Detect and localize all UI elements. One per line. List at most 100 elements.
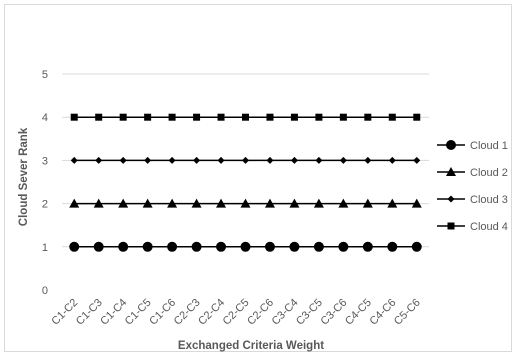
data-point (411, 241, 422, 252)
data-point (69, 241, 80, 252)
data-point (119, 113, 127, 121)
data-point (362, 198, 373, 208)
data-point (387, 198, 398, 208)
data-point (142, 241, 153, 252)
legend-item: Cloud 3 (437, 194, 508, 206)
x-tick-label: C4-C5 (343, 297, 374, 328)
legend-label: Cloud 3 (470, 194, 508, 206)
legend-item: Cloud 2 (437, 167, 508, 179)
data-point (242, 113, 249, 121)
data-point (387, 241, 398, 252)
x-tick-label: C1-C4 (98, 297, 129, 328)
data-point (191, 198, 202, 208)
data-point (388, 113, 396, 121)
data-point (119, 156, 127, 164)
data-point (339, 113, 347, 121)
legend: Cloud 1 Cloud 2 Cloud 3 Cloud 4 (437, 140, 508, 233)
x-axis-title: Exchanged Criteria Weight (178, 340, 324, 352)
data-point (69, 198, 80, 208)
data-point (339, 156, 347, 164)
legend-label: Cloud 2 (470, 167, 508, 179)
y-tick-label: 5 (42, 69, 48, 81)
data-point (144, 156, 152, 164)
data-point (217, 156, 225, 164)
x-tick-label: C3-C5 (294, 297, 325, 328)
data-point (144, 113, 152, 121)
x-tick-label: C2-C4 (196, 297, 227, 328)
data-point (167, 241, 178, 252)
data-point (168, 113, 176, 121)
data-point (313, 241, 324, 252)
series-cloud-2 (69, 198, 422, 208)
data-point (93, 241, 104, 252)
data-point (289, 241, 300, 252)
legend-item: Cloud 4 (437, 221, 508, 233)
x-tick-labels: C1-C2C1-C3C1-C4C1-C5C1-C6C2-C3C2-C4C2-C5… (49, 297, 423, 328)
data-point (216, 241, 227, 252)
data-point (413, 113, 421, 121)
y-tick-label: 4 (42, 112, 48, 124)
data-point (266, 156, 274, 164)
data-point (413, 156, 421, 164)
data-point (142, 198, 153, 208)
legend-marker (446, 140, 456, 150)
x-tick-label: C1-C6 (147, 297, 178, 328)
x-tick-label: C2-C6 (245, 297, 276, 328)
series-cloud-3 (70, 156, 421, 164)
x-tick-label: C4-C6 (367, 297, 398, 328)
data-point (216, 198, 227, 208)
series-group (69, 113, 422, 252)
data-point (266, 113, 274, 121)
data-point (217, 113, 225, 121)
y-tick-label: 2 (42, 199, 48, 211)
data-point (93, 198, 104, 208)
data-point (193, 156, 201, 164)
data-point (362, 241, 373, 252)
data-point (264, 241, 275, 252)
x-tick-label: C2-C5 (221, 297, 252, 328)
data-point (315, 113, 323, 121)
data-point (290, 156, 298, 164)
x-tick-label: C3-C4 (270, 297, 301, 328)
data-point (70, 156, 78, 164)
y-tick-labels: 0 1 2 3 4 5 (42, 69, 48, 297)
data-point (242, 156, 249, 164)
y-tick-label: 0 (42, 285, 48, 297)
data-point (290, 113, 298, 121)
x-tick-label: C1-C3 (74, 297, 105, 328)
x-tick-label: C1-C2 (49, 297, 80, 328)
data-point (191, 241, 202, 252)
data-point (240, 198, 251, 208)
data-point (240, 241, 251, 252)
series-cloud-4 (70, 113, 421, 121)
legend-label: Cloud 4 (470, 221, 508, 233)
data-point (289, 198, 300, 208)
data-point (168, 156, 176, 164)
y-tick-label: 1 (42, 242, 48, 254)
data-point (364, 156, 372, 164)
y-axis-title: Cloud Sever Rank (18, 127, 30, 226)
data-point (95, 113, 103, 121)
x-tick-label: C2-C3 (172, 297, 203, 328)
series-cloud-1 (69, 241, 422, 252)
legend-marker (447, 222, 455, 230)
data-point (313, 198, 324, 208)
legend-marker (446, 167, 456, 176)
data-point (193, 113, 201, 121)
legend-label: Cloud 1 (470, 140, 508, 152)
data-point (411, 198, 422, 208)
x-tick-label: C3-C6 (319, 297, 350, 328)
x-tick-label: C5-C6 (392, 297, 423, 328)
data-point (70, 113, 78, 121)
data-point (338, 198, 349, 208)
data-point (315, 156, 323, 164)
data-point (167, 198, 178, 208)
legend-marker (447, 195, 455, 203)
data-point (388, 156, 396, 164)
data-point (364, 113, 372, 121)
y-tick-label: 3 (42, 155, 48, 167)
legend-item: Cloud 1 (437, 140, 508, 152)
x-tick-label: C1-C5 (123, 297, 154, 328)
